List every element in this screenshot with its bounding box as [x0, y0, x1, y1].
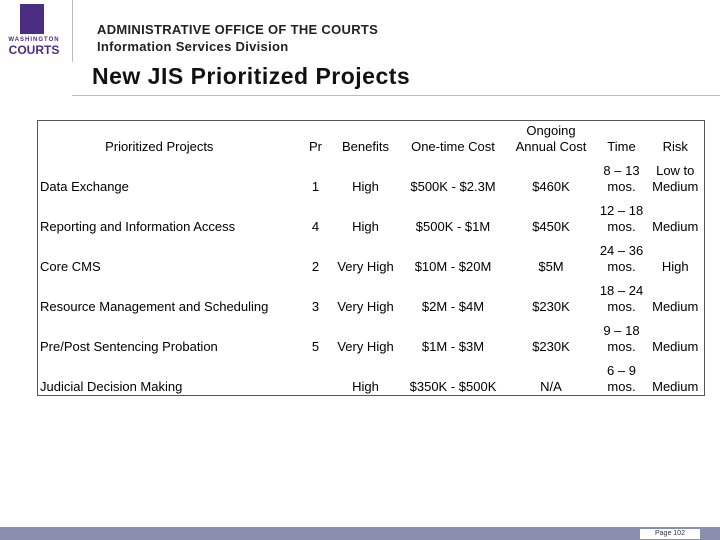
org-name: ADMINISTRATIVE OFFICE OF THE COURTS	[97, 22, 379, 37]
footer-bar	[0, 527, 720, 540]
cell: $460K	[532, 179, 570, 194]
column-header: Benefits	[342, 139, 389, 154]
column-header: Risk	[662, 139, 688, 154]
cell: N/A	[540, 379, 562, 394]
cell: Pre/Post Sentencing Probation	[40, 339, 218, 354]
table-row: Data Exchange 1 High $500K - $2.3M $460K 8 – …	[38, 155, 705, 195]
cell: 1	[311, 179, 320, 194]
cell: $2M - $4M	[421, 299, 485, 314]
page-number: Page 102	[640, 529, 700, 539]
cell: 18 – 24 mos.	[599, 283, 644, 314]
column-header: Pr	[309, 139, 322, 154]
cell: Very High	[337, 259, 394, 274]
cell: Medium	[652, 339, 699, 354]
cell: $500K - $1M	[415, 219, 491, 234]
cell: Very High	[337, 339, 394, 354]
column-header: One-time Cost	[411, 139, 495, 154]
cell: 24 – 36 mos.	[599, 243, 644, 274]
cell: Judicial Decision Making	[40, 379, 183, 394]
slide-title: New JIS Prioritized Projects	[92, 63, 411, 89]
cell: Core CMS	[40, 259, 101, 274]
cell: Very High	[337, 299, 394, 314]
cell: Reporting and Information Access	[40, 219, 236, 234]
projects-table: Prioritized Projects Pr Benefits One-time C…	[37, 120, 705, 396]
cell: High	[661, 259, 689, 274]
cell: $230K	[532, 339, 570, 354]
cell: High	[352, 379, 379, 394]
cell: 6 – 9 mos.	[607, 363, 636, 394]
cell: 12 – 18 mos.	[599, 203, 644, 234]
cell: High	[352, 219, 379, 234]
cell: $500K - $2.3M	[410, 179, 496, 194]
cell: Medium	[652, 379, 699, 394]
cell: 2	[311, 259, 320, 274]
cell: Medium	[652, 299, 699, 314]
cell: 4	[311, 219, 320, 234]
logo-mark	[20, 4, 44, 34]
division-name: Information Services Division	[97, 39, 289, 54]
cell: $450K	[532, 219, 570, 234]
logo-text: WASHINGTON	[8, 37, 60, 43]
cell: Resource Management and Scheduling	[40, 299, 269, 314]
table-row: Reporting and Information Access 4 High $50…	[38, 195, 705, 235]
logo-text: COURTS	[8, 43, 60, 57]
cell: Low to Medium	[652, 163, 699, 194]
cell: 5	[311, 339, 320, 354]
cell: 3	[311, 299, 320, 314]
header-row: Prioritized Projects Pr Benefits One-time C…	[38, 121, 705, 156]
cell: $350K - $500K	[409, 379, 497, 394]
table-row: Judicial Decision Making High $350K - $500…	[38, 355, 705, 396]
cell: High	[352, 179, 379, 194]
cell: 8 – 13 mos.	[603, 163, 640, 194]
cell: $230K	[532, 299, 570, 314]
table-body: Data Exchange 1 High $500K - $2.3M $460K 8 – …	[38, 155, 705, 396]
cell: Data Exchange	[40, 179, 129, 194]
table-row: Pre/Post Sentencing Probation 5 Very High $…	[38, 315, 705, 355]
column-header: Ongoing Annual Cost	[515, 123, 587, 154]
cell: 9 – 18 mos.	[603, 323, 640, 354]
divider	[72, 0, 73, 62]
cell: $10M - $20M	[414, 259, 492, 274]
cell	[301, 355, 331, 396]
column-header: Time	[607, 139, 636, 154]
table-row: Core CMS 2 Very High $10M - $20M $5M 24 – 36 …	[38, 235, 705, 275]
divider	[72, 95, 720, 96]
column-header: Prioritized Projects	[105, 139, 214, 154]
cell: Medium	[652, 219, 699, 234]
cell: $1M - $3M	[421, 339, 485, 354]
cell: $5M	[538, 259, 564, 274]
table-row: Resource Management and Scheduling 3 Very …	[38, 275, 705, 315]
